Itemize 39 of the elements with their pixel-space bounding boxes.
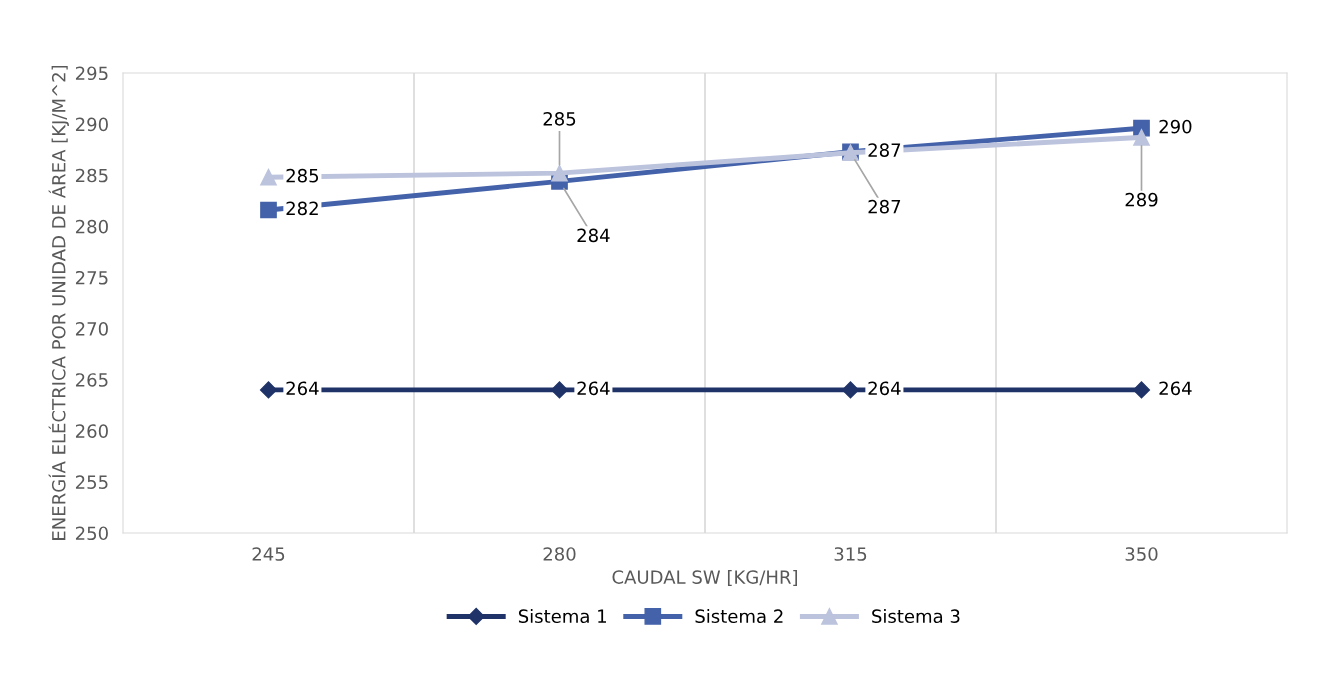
point <box>260 168 277 186</box>
legend-label: Sistema 1 <box>518 609 606 624</box>
point <box>259 381 278 399</box>
point <box>551 164 568 182</box>
y-tick-label: 290 <box>75 117 108 132</box>
data-label: 285 <box>286 168 319 183</box>
x-axis-title: CAUDAL SW [KG/HR] <box>612 569 797 587</box>
x-tick-label: 245 <box>252 547 285 561</box>
y-tick-label: 255 <box>75 475 108 490</box>
data-label: 282 <box>286 201 318 216</box>
data-label: 264 <box>868 381 901 396</box>
data-label: 289 <box>1125 192 1158 207</box>
data-label: 285 <box>543 111 576 126</box>
point <box>260 201 277 219</box>
y-axis-title: ENERGÍA ELÉCTRICA POR UNIDAD DE ÁREA [KJ/M^2] <box>48 65 69 540</box>
y-tick-label: 285 <box>75 168 108 183</box>
y-tick-label: 275 <box>75 270 108 285</box>
x-tick-label: 315 <box>834 547 867 561</box>
point <box>1132 381 1151 399</box>
data-label: 287 <box>868 199 901 214</box>
y-tick-label: 265 <box>75 373 108 387</box>
x-tick-label: 350 <box>1125 547 1158 561</box>
data-label: 264 <box>286 381 319 396</box>
y-tick-label: 250 <box>75 526 108 541</box>
data-label: 290 <box>1159 119 1192 134</box>
data-label: 284 <box>577 228 610 243</box>
y-tick-label: 295 <box>75 66 108 81</box>
x-tick-label: 280 <box>543 547 576 561</box>
y-tick-label: 260 <box>75 424 108 438</box>
y-tick-label: 270 <box>75 322 108 336</box>
point <box>550 381 569 399</box>
y-tick-label: 280 <box>75 219 108 234</box>
point <box>841 381 860 399</box>
data-label: 264 <box>577 381 610 396</box>
data-label: 287 <box>868 143 901 157</box>
point <box>1133 129 1150 146</box>
legend-label: Sistema 2 <box>695 609 783 624</box>
legend-label: Sistema 3 <box>872 609 960 624</box>
data-label: 264 <box>1159 381 1192 396</box>
